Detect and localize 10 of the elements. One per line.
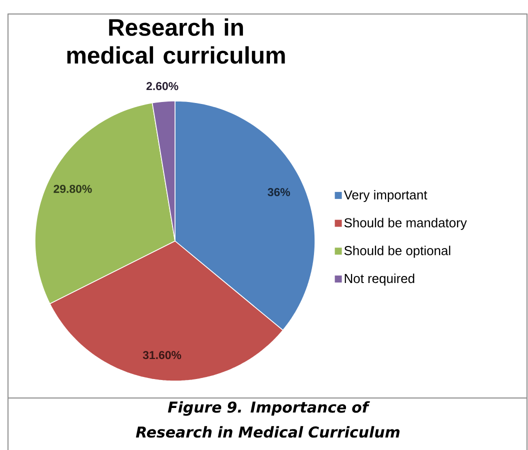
caption: Figure 9. Importance of Research in Medical Curriculum xyxy=(136,401,400,438)
data-label: 2.60% xyxy=(146,82,178,90)
data-label: 29.80% xyxy=(54,184,92,193)
legend-label: Should be optional xyxy=(344,246,450,258)
chart-title: Research in medical curriculum xyxy=(67,18,285,64)
data-label: 31.60% xyxy=(142,351,182,360)
legend-label: Not required xyxy=(344,274,414,286)
legend-label: Should be mandatory xyxy=(344,218,467,230)
data-label: 36% xyxy=(268,188,290,196)
legend-label: Very important xyxy=(344,190,428,202)
